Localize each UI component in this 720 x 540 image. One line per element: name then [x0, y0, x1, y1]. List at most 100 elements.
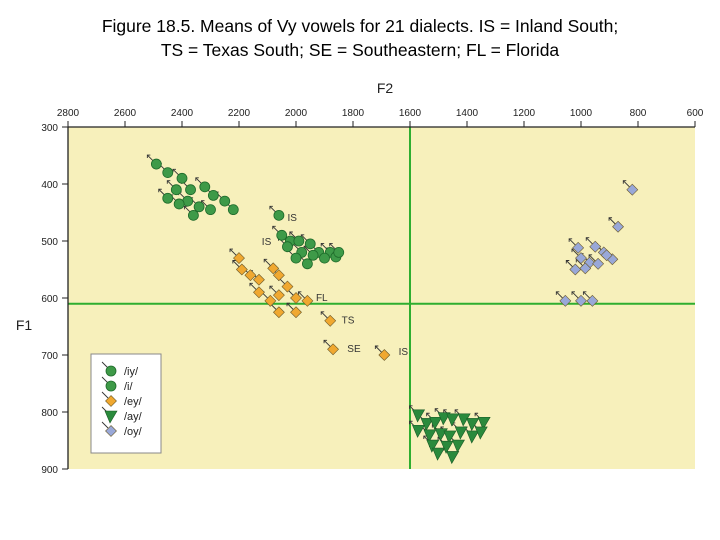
glide-arrowhead	[158, 188, 162, 193]
glide-arrowhead	[434, 408, 439, 412]
glide-arrowhead	[146, 154, 151, 159]
data-point	[207, 189, 219, 201]
glide-arrow	[229, 248, 237, 256]
glide-arrowhead	[409, 405, 413, 409]
x-tick-label: 2600	[114, 108, 137, 119]
data-point	[423, 429, 437, 443]
glide-arrow	[375, 345, 383, 353]
y-tick-label: 800	[41, 408, 58, 419]
legend-marker	[104, 410, 118, 424]
glide-arrowhead	[269, 205, 273, 210]
glide-arrowhead	[423, 435, 427, 440]
glide-arrowhead	[474, 412, 479, 417]
glide-arrow	[608, 217, 616, 225]
glide-arrowhead	[195, 177, 199, 181]
glide-arrowhead	[229, 248, 233, 253]
legend-marker	[105, 380, 117, 392]
data-point	[429, 416, 443, 430]
data-point	[579, 262, 592, 275]
data-point	[466, 418, 480, 432]
data-point	[276, 229, 288, 241]
data-point	[477, 416, 491, 430]
data-point	[592, 257, 605, 270]
y-tick-label: 600	[41, 294, 58, 305]
data-point	[333, 246, 345, 258]
data-point	[290, 306, 302, 319]
glide-arrowhead	[232, 260, 236, 264]
data-point	[378, 349, 391, 361]
data-point	[162, 167, 174, 179]
glide-arrowhead	[166, 180, 171, 184]
glide-arrowhead	[608, 217, 613, 221]
x-tick-label: 2000	[285, 108, 308, 119]
glide-arrow	[583, 291, 591, 299]
data-point	[272, 306, 285, 319]
data-point	[452, 439, 465, 453]
title-line-1: Figure 18.5. Means of Vy vowels for 21 d…	[101, 16, 619, 36]
data-point	[319, 252, 330, 264]
data-point	[559, 294, 572, 307]
glide-arrowhead	[289, 231, 293, 235]
data-point	[474, 426, 488, 440]
data-point	[199, 181, 211, 193]
glide-arrowhead	[409, 420, 413, 425]
glide-arrow	[269, 285, 277, 293]
glide-arrowhead	[443, 409, 447, 413]
data-point	[457, 413, 471, 427]
x-tick-label: 1000	[570, 108, 593, 119]
data-point	[412, 424, 426, 438]
glide-arrowhead	[297, 291, 302, 295]
data-point	[446, 413, 460, 427]
legend-label: /oy/	[124, 426, 143, 438]
x-tick-label: 2200	[228, 108, 251, 119]
legend-arrow	[101, 391, 109, 399]
data-point	[432, 447, 446, 461]
data-point	[586, 294, 599, 307]
dialect-annotation: IS	[262, 237, 272, 248]
x-tick-label: 1800	[342, 108, 365, 119]
data-point	[187, 209, 199, 221]
data-point	[273, 209, 285, 221]
data-point	[412, 409, 426, 423]
data-point	[264, 294, 277, 307]
y-axis-label: F1	[16, 317, 33, 333]
legend-label: /i/	[124, 381, 134, 393]
data-point	[244, 269, 257, 282]
data-point	[324, 314, 337, 327]
glide-arrow	[298, 291, 306, 299]
data-point	[253, 286, 265, 299]
dialect-annotation: IS	[287, 213, 297, 224]
data-point	[446, 451, 460, 465]
data-point	[282, 241, 293, 253]
x-tick-label: 1600	[399, 108, 422, 119]
glide-arrowhead	[272, 225, 276, 230]
legend-label: /iy/	[124, 366, 139, 378]
data-point	[600, 249, 613, 262]
glide-arrow	[249, 282, 257, 291]
data-point	[572, 241, 585, 254]
dialect-annotation: FL	[316, 293, 328, 304]
dialect-annotation: SE	[347, 344, 361, 355]
data-point	[150, 158, 162, 170]
y-tick-label: 300	[41, 123, 58, 134]
glide-arrow	[232, 260, 240, 268]
data-point	[466, 430, 480, 444]
dialect-annotation: TS	[342, 316, 355, 327]
data-point	[293, 235, 305, 247]
glide-arrowhead	[426, 412, 430, 417]
legend-arrow	[101, 421, 109, 429]
data-point	[626, 183, 639, 196]
glide-arrowhead	[565, 260, 570, 264]
data-point	[307, 249, 319, 261]
data-point	[575, 294, 587, 307]
glide-arrow	[286, 302, 294, 311]
data-point	[575, 252, 587, 265]
glide-arrow	[585, 237, 594, 245]
glide-arrow	[571, 248, 579, 256]
glide-arrow	[622, 180, 631, 188]
data-point	[301, 294, 314, 307]
data-point	[569, 263, 582, 276]
data-point	[426, 439, 440, 453]
legend-marker	[105, 395, 117, 407]
